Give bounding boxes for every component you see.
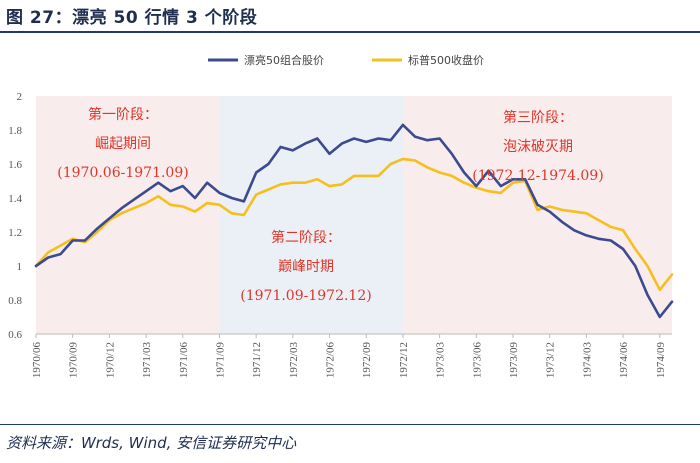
- bottom-rule: [0, 424, 700, 425]
- figure-title: 图 27：漂亮 50 行情 3 个阶段: [6, 8, 258, 28]
- x-tick-label: 1974/09: [655, 342, 667, 379]
- phase-3-label-line-3: (1972.12-1974.09): [472, 168, 603, 184]
- phase-3-label-line-1: 第三阶段：: [503, 109, 573, 126]
- phase-backgrounds: [36, 96, 672, 334]
- series-lines: [34, 123, 674, 319]
- axes: 0.6 0.8 1 1.2 1.4 1.6 1.8 2 1970/06 1970/09 1970/1…: [8, 91, 672, 378]
- phase-2-label-line-1: 第二阶段：: [271, 229, 341, 246]
- legend: 漂亮50组合股价 标普500收盘价: [208, 53, 484, 67]
- phase-2-background: [219, 96, 403, 334]
- phase-1-background: [36, 96, 220, 334]
- x-tick-label: 1971/03: [141, 342, 153, 379]
- x-tick-label: 1973/12: [545, 342, 557, 378]
- x-tick-label: 1973/09: [508, 342, 520, 379]
- x-tick-label: 1972/06: [325, 342, 337, 379]
- phase-1-label-line-2: 崛起期间: [95, 136, 151, 152]
- y-tick-label: 0.8: [8, 295, 22, 307]
- x-tick-label: 1972/03: [288, 342, 300, 379]
- x-tick-label: 1970/09: [68, 342, 80, 379]
- x-tick-label: 1974/06: [618, 342, 630, 379]
- source-note: 资料来源：Wrds, Wind, 安信证券研究中心: [6, 434, 297, 452]
- y-tick-label: 1: [17, 261, 23, 273]
- series-line-2: [34, 157, 674, 292]
- series-line-1: [34, 123, 674, 319]
- phase-1-label-line-1: 第一阶段：: [88, 106, 158, 123]
- legend-label-1: 漂亮50组合股价: [244, 53, 324, 67]
- y-tick-label: 1.2: [8, 227, 22, 239]
- x-tick-label: 1971/06: [178, 342, 190, 379]
- phase-labels: 第一阶段： 崛起期间 (1970.06-1971.09) 第二阶段： 巅峰时期 (1971…: [57, 106, 603, 304]
- y-tick-label: 1.8: [8, 125, 22, 137]
- y-tick-label: 1.4: [8, 193, 22, 205]
- x-tick-label: 1970/06: [31, 342, 43, 379]
- phase-3-background: [402, 96, 672, 334]
- line-chart: 0.6 0.8 1 1.2 1.4 1.6 1.8 2 1970/06 1970/09 1970/1…: [8, 53, 674, 378]
- x-tick-label: 1973/06: [471, 342, 483, 379]
- phase-2-label-line-3: (1971.09-1972.12): [240, 288, 371, 304]
- x-tick-label: 1971/12: [251, 342, 263, 378]
- x-tick-label: 1974/03: [581, 342, 593, 379]
- x-tick-label: 1971/09: [214, 342, 226, 379]
- phase-2-label-line-2: 巅峰时期: [278, 259, 334, 275]
- phase-1-label-line-3: (1970.06-1971.09): [57, 165, 188, 181]
- y-tick-label: 0.6: [8, 329, 22, 341]
- y-tick-label: 2: [17, 91, 23, 103]
- y-tick-label: 1.6: [8, 159, 22, 171]
- x-tick-label: 1970/12: [104, 342, 116, 378]
- x-tick-label: 1972/12: [398, 342, 410, 378]
- x-tick-label: 1973/03: [435, 342, 447, 379]
- x-tick-label: 1972/09: [361, 342, 373, 379]
- phase-3-label-line-2: 泡沫破灭期: [503, 139, 573, 155]
- legend-label-2: 标普500收盘价: [408, 53, 484, 67]
- top-rule: [0, 31, 700, 33]
